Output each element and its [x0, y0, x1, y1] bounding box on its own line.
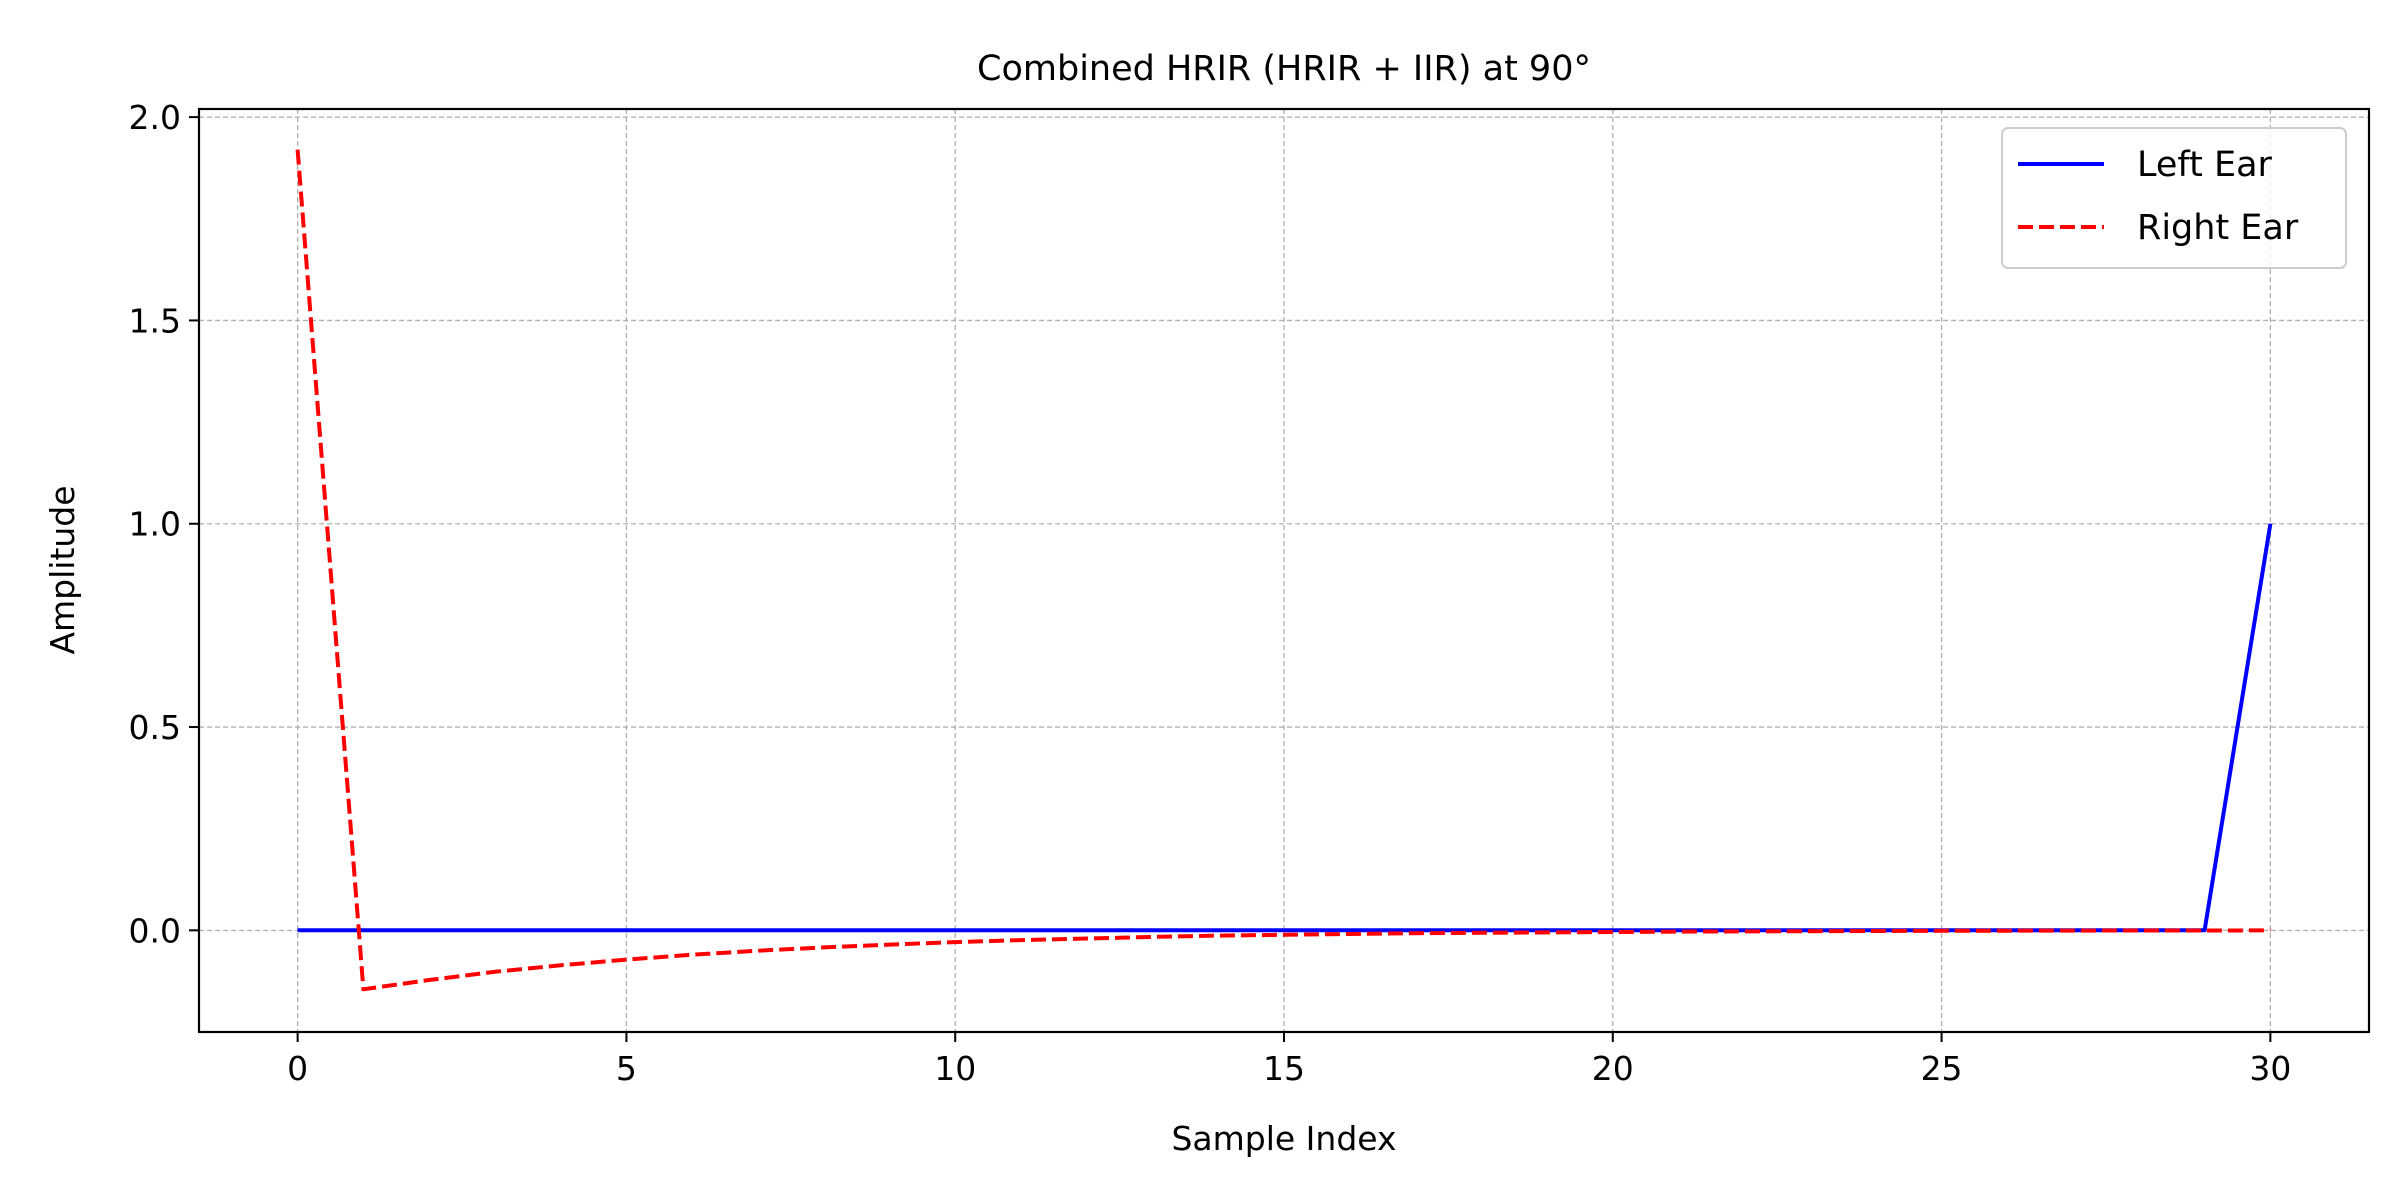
x-tick-label: 10: [934, 1049, 976, 1088]
y-tick-label: 1.5: [129, 301, 181, 340]
y-tick-label: 0.5: [129, 708, 181, 747]
y-tick-label: 1.0: [129, 505, 181, 544]
x-tick-label: 20: [1592, 1049, 1634, 1088]
x-tick-label: 15: [1263, 1049, 1305, 1088]
y-tick-label: 2.0: [129, 98, 181, 137]
series-lines: [295, 149, 2273, 992]
chart-title: Combined HRIR (HRIR + IIR) at 90°: [977, 49, 1591, 89]
series-line-right-ear: [295, 149, 2271, 992]
legend: Left Ear Right Ear: [2001, 127, 2347, 269]
x-tick-label: 0: [287, 1049, 308, 1088]
x-axis: 0 5 10 15 20 25 30: [287, 1032, 2291, 1088]
x-tick-label: 25: [1921, 1049, 1963, 1088]
y-axis-label: Amplitude: [43, 485, 82, 654]
y-tick-label: 0.0: [129, 911, 181, 950]
legend-label-left-ear: Left Ear: [2137, 145, 2273, 185]
legend-label-right-ear: Right Ear: [2137, 208, 2299, 248]
y-axis: 0.0 0.5 1.0 1.5 2.0: [129, 98, 199, 950]
x-tick-label: 5: [616, 1049, 637, 1088]
x-axis-label: Sample Index: [1171, 1119, 1396, 1158]
x-tick-label: 30: [2249, 1049, 2291, 1088]
